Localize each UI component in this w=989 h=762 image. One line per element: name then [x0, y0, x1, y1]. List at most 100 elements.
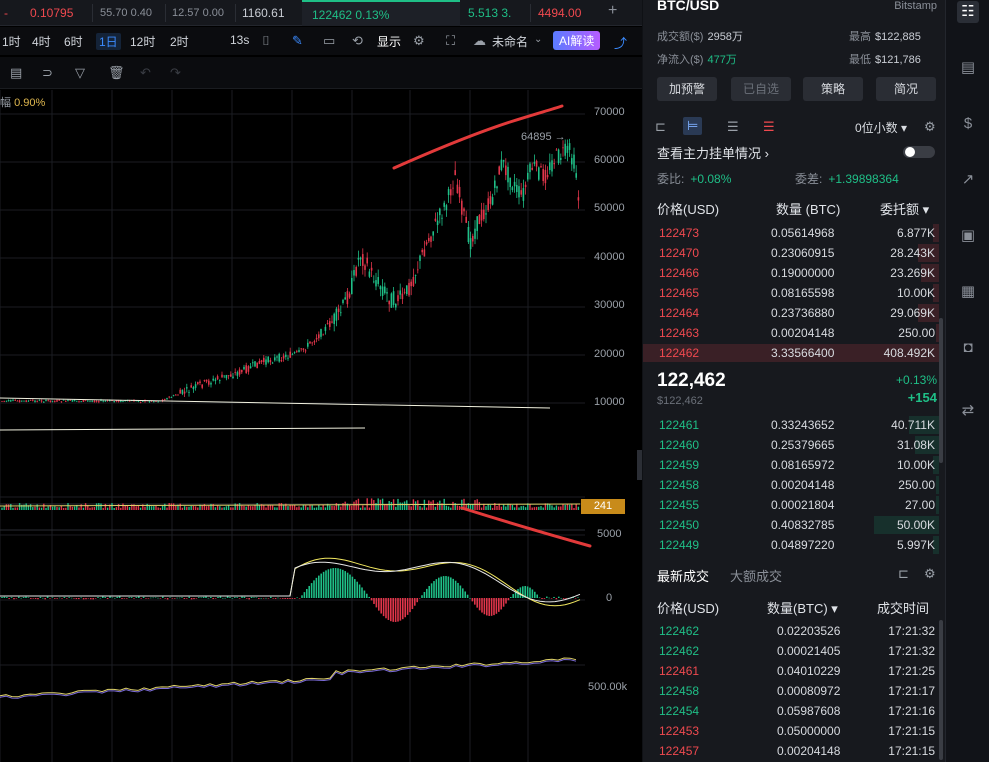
- add-alert-button[interactable]: 加预警: [657, 77, 717, 101]
- ticker-item[interactable]: 5.513 3.: [468, 6, 512, 20]
- trades-scrollbar[interactable]: [939, 620, 943, 760]
- watchlist-button[interactable]: 已自选: [731, 77, 791, 101]
- price-chart[interactable]: [0, 90, 642, 762]
- bid-row[interactable]: 122458 0.00204148 250.00: [643, 475, 939, 495]
- ask-row[interactable]: 122463 0.00204148 250.00: [643, 323, 939, 343]
- ticker-item[interactable]: -: [4, 6, 8, 20]
- panel-collapse-handle[interactable]: [637, 450, 642, 480]
- row-qty: 0.19000000: [771, 266, 835, 280]
- indicator-icon[interactable]: ▣: [960, 227, 976, 244]
- book-bids-icon[interactable]: ☰: [727, 119, 739, 134]
- ticker-item[interactable]: 12.57 0.00: [172, 7, 224, 19]
- timeframe-4h[interactable]: 4时: [32, 35, 51, 49]
- fullscreen-icon[interactable]: ⛶: [446, 33, 456, 48]
- notes-icon[interactable]: ▤: [960, 59, 976, 76]
- comment-icon[interactable]: ▭: [323, 33, 336, 48]
- symbol-title[interactable]: BTC/USD: [657, 0, 720, 13]
- add-ticker-icon[interactable]: +: [608, 2, 618, 19]
- book-both-icon[interactable]: ⊏: [655, 119, 666, 134]
- orderbook-panel-icon[interactable]: ☷: [957, 1, 979, 23]
- volume-bar: [12, 507, 14, 510]
- exchange-icon[interactable]: ⇄: [961, 402, 975, 419]
- trade-row[interactable]: 122453 0.05000000 17:21:15: [643, 722, 939, 742]
- ask-row[interactable]: 122473 0.05614968 6.877K: [643, 223, 939, 243]
- ask-row[interactable]: 122465 0.08165598 10.00K: [643, 283, 939, 303]
- book-asks-icon[interactable]: ☰: [763, 119, 775, 134]
- macd-histogram-bar: [102, 596, 104, 598]
- row-total: 250.00: [898, 478, 935, 492]
- volume-bar: [302, 504, 305, 510]
- tab-large-trades[interactable]: 大额成交: [730, 569, 783, 584]
- orderbook-scrollbar[interactable]: [939, 318, 943, 463]
- ob-header-total-select[interactable]: 委托额 ▾: [880, 202, 930, 217]
- depth-precision-select[interactable]: 0位小数 ▾: [855, 121, 908, 135]
- bid-row[interactable]: 122459 0.08165972 10.00K: [643, 455, 939, 475]
- ask-row[interactable]: 122462 3.33566400 408.492K: [643, 343, 939, 363]
- macd-histogram-bar: [87, 598, 90, 599]
- camera-icon[interactable]: ⌷: [262, 33, 270, 48]
- trade-row[interactable]: 122462 0.00021405 17:21:32: [643, 642, 939, 662]
- ask-row[interactable]: 122464 0.23736880 29.069K: [643, 303, 939, 323]
- overview-button[interactable]: 简况: [876, 77, 936, 101]
- candle-body: [329, 321, 331, 327]
- trade-row[interactable]: 122457 0.00204148 17:21:15: [643, 742, 939, 762]
- timeframe-2h[interactable]: 2时: [170, 35, 189, 49]
- candle-body: [38, 400, 41, 402]
- volume-bar: [115, 507, 118, 510]
- trade-row[interactable]: 122462 0.02203526 17:21:32: [643, 622, 939, 642]
- ask-row[interactable]: 122466 0.19000000 23.269K: [643, 263, 939, 283]
- ticker-item[interactable]: 55.70 0.40: [100, 7, 152, 19]
- candle-body: [465, 216, 467, 223]
- bid-row[interactable]: 122461 0.33243652 40.711K: [643, 415, 939, 435]
- timeframe-1h[interactable]: 1时: [2, 35, 21, 49]
- draw-template-icon[interactable]: ▤: [10, 65, 23, 80]
- trend-icon[interactable]: ↗: [961, 171, 975, 188]
- share-icon[interactable]: ⤴: [614, 36, 628, 51]
- pencil-icon[interactable]: ✎: [292, 33, 303, 48]
- layout-name-select[interactable]: 未命名: [492, 35, 529, 49]
- ticker-item[interactable]: 4494.00: [538, 6, 582, 20]
- display-menu[interactable]: 显示: [377, 35, 402, 49]
- ai-analysis-button[interactable]: AI解读: [553, 31, 601, 50]
- bid-row[interactable]: 122450 0.40832785 50.00K: [643, 515, 939, 535]
- book-depth-icon[interactable]: ⊨: [683, 117, 703, 135]
- trash-icon[interactable]: 🗑: [108, 65, 125, 80]
- bid-row[interactable]: 122455 0.00021804 27.00: [643, 495, 939, 515]
- candle-body: [175, 394, 177, 396]
- undo-icon[interactable]: ↶: [140, 65, 151, 80]
- volume-bar: [540, 506, 542, 510]
- trades-filter-icon[interactable]: ⊏: [898, 566, 909, 581]
- redo-icon[interactable]: ↷: [170, 65, 181, 80]
- orderbook-settings-icon[interactable]: ⚙: [924, 119, 936, 134]
- robot-icon[interactable]: ◘: [963, 339, 973, 356]
- candle-body: [60, 401, 63, 403]
- replay-icon[interactable]: ⟲: [352, 33, 363, 48]
- timeframe-1d[interactable]: 1日: [96, 33, 121, 50]
- magnet-icon[interactable]: ⊃: [42, 65, 53, 80]
- chart-pane[interactable]: - 0.10795 55.70 0.40 12.57 0.00 1160.61 …: [0, 0, 642, 762]
- settings-icon[interactable]: ⚙: [413, 33, 425, 48]
- ticker-item[interactable]: 1160.61: [242, 6, 285, 20]
- trade-row[interactable]: 122454 0.05987608 17:21:16: [643, 702, 939, 722]
- chevron-down-icon[interactable]: ⌄: [534, 34, 543, 45]
- timeframe-6h[interactable]: 6时: [64, 35, 83, 49]
- filter-icon[interactable]: ▽: [75, 65, 85, 80]
- strategy-button[interactable]: 策略: [803, 77, 863, 101]
- ask-row[interactable]: 122470 0.23060915 28.243K: [643, 243, 939, 263]
- volume-bar: [181, 507, 184, 510]
- ticker-tab-btc-active[interactable]: 122462 0.13%: [302, 0, 460, 26]
- tab-latest-trades[interactable]: 最新成交: [657, 569, 710, 584]
- ticker-item[interactable]: 0.10795: [30, 6, 74, 20]
- bid-row[interactable]: 122449 0.04897220 5.997K: [643, 535, 939, 555]
- trade-header-qty-select[interactable]: 数量(BTC) ▾: [767, 601, 838, 616]
- trade-row[interactable]: 122458 0.00080972 17:21:17: [643, 682, 939, 702]
- calendar-icon[interactable]: ▦: [960, 283, 976, 300]
- bid-row[interactable]: 122460 0.25379665 31.08K: [643, 435, 939, 455]
- timeframe-12h[interactable]: 12时: [130, 35, 156, 49]
- trade-row[interactable]: 122461 0.04010229 17:21:25: [643, 662, 939, 682]
- main-orders-link[interactable]: 查看主力挂单情况 ›: [657, 146, 769, 161]
- cloud-icon[interactable]: ☁: [473, 33, 486, 48]
- main-orders-toggle[interactable]: [903, 146, 935, 158]
- dollar-icon[interactable]: $: [963, 115, 973, 132]
- trades-settings-icon[interactable]: ⚙: [924, 566, 936, 581]
